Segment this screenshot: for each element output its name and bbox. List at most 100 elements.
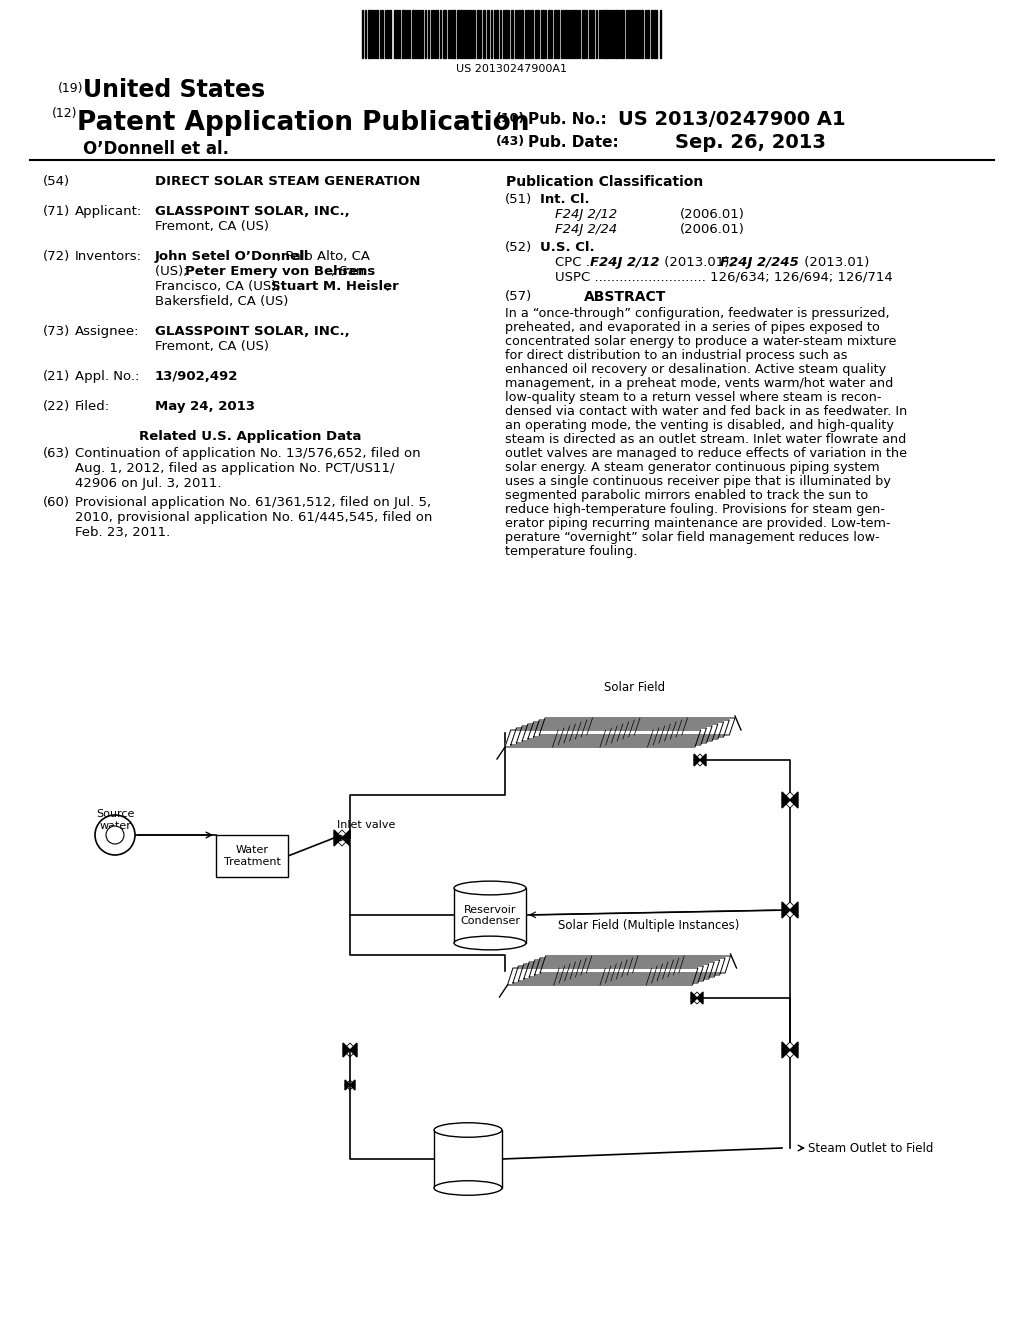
- Bar: [216, 836, 288, 876]
- Bar: [487, 11, 489, 58]
- Text: temperature fouling.: temperature fouling.: [505, 545, 638, 558]
- Polygon shape: [790, 1041, 798, 1059]
- Bar: [396, 11, 398, 58]
- Text: 13/902,492: 13/902,492: [155, 370, 239, 383]
- Text: low-quality steam to a return vessel where steam is recon-: low-quality steam to a return vessel whe…: [505, 391, 882, 404]
- Text: (60): (60): [43, 496, 70, 510]
- Bar: [574, 11, 575, 58]
- Text: 2010, provisional application No. 61/445,545, filed on: 2010, provisional application No. 61/445…: [75, 511, 432, 524]
- Text: (63): (63): [43, 447, 70, 459]
- Text: outlet valves are managed to reduce effects of variation in the: outlet valves are managed to reduce effe…: [505, 447, 907, 459]
- Bar: [443, 11, 446, 58]
- Circle shape: [106, 826, 124, 843]
- Text: Sep. 26, 2013: Sep. 26, 2013: [675, 133, 826, 152]
- Bar: [541, 11, 544, 58]
- Text: (2013.01);: (2013.01);: [660, 256, 738, 269]
- Bar: [452, 11, 455, 58]
- Bar: [592, 11, 594, 58]
- Ellipse shape: [454, 882, 526, 895]
- Text: 42906 on Jul. 3, 2011.: 42906 on Jul. 3, 2011.: [75, 477, 221, 490]
- Bar: [651, 11, 653, 58]
- Text: (2013.01): (2013.01): [800, 256, 869, 269]
- Bar: [606, 11, 608, 58]
- Text: F24J 2/12: F24J 2/12: [590, 256, 659, 269]
- Text: , San: , San: [331, 265, 365, 279]
- Text: In a “once-through” configuration, feedwater is pressurized,: In a “once-through” configuration, feedw…: [505, 308, 890, 319]
- Polygon shape: [513, 966, 703, 983]
- Text: GLASSPOINT SOLAR, INC.,: GLASSPOINT SOLAR, INC.,: [155, 325, 350, 338]
- Text: ABSTRACT: ABSTRACT: [584, 290, 667, 304]
- Text: United States: United States: [83, 78, 265, 102]
- Text: solar energy. A steam generator continuous piping system: solar energy. A steam generator continuo…: [505, 461, 880, 474]
- Text: Filed:: Filed:: [75, 400, 111, 413]
- Circle shape: [95, 814, 135, 855]
- Text: Related U.S. Application Data: Related U.S. Application Data: [139, 430, 361, 444]
- Text: (57): (57): [505, 290, 532, 304]
- Text: Aug. 1, 2012, filed as application No. PCT/US11/: Aug. 1, 2012, filed as application No. P…: [75, 462, 394, 475]
- Bar: [454, 888, 526, 942]
- Bar: [376, 11, 378, 58]
- Text: John Setel O’Donnell: John Setel O’Donnell: [155, 249, 309, 263]
- Text: preheated, and evaporated in a series of pipes exposed to: preheated, and evaporated in a series of…: [505, 321, 880, 334]
- Polygon shape: [790, 792, 798, 808]
- Text: Patent Application Publication: Patent Application Publication: [77, 110, 529, 136]
- Ellipse shape: [434, 1181, 502, 1195]
- Polygon shape: [524, 962, 714, 979]
- Text: (2006.01): (2006.01): [680, 223, 744, 236]
- Text: Source
water: Source water: [96, 809, 134, 830]
- Text: May 24, 2013: May 24, 2013: [155, 400, 255, 413]
- Polygon shape: [790, 902, 798, 917]
- Bar: [554, 11, 556, 58]
- Text: Fremont, CA (US): Fremont, CA (US): [155, 220, 269, 234]
- Polygon shape: [508, 968, 698, 985]
- Bar: [527, 11, 529, 58]
- Text: steam is directed as an outlet stream. Inlet water flowrate and: steam is directed as an outlet stream. I…: [505, 433, 906, 446]
- Bar: [496, 11, 498, 58]
- Text: F24J 2/24: F24J 2/24: [555, 223, 617, 236]
- Bar: [565, 11, 567, 58]
- Text: (12): (12): [52, 107, 78, 120]
- Text: Stuart M. Heisler: Stuart M. Heisler: [271, 280, 398, 293]
- Text: for direct distribution to an industrial process such as: for direct distribution to an industrial…: [505, 348, 848, 362]
- Bar: [603, 11, 605, 58]
- Text: perature “overnight” solar field management reduces low-: perature “overnight” solar field managem…: [505, 531, 880, 544]
- Bar: [635, 11, 637, 58]
- Text: Bakersfield, CA (US): Bakersfield, CA (US): [155, 294, 289, 308]
- Text: Inlet valve: Inlet valve: [337, 820, 395, 830]
- Polygon shape: [345, 1080, 350, 1090]
- Bar: [535, 11, 537, 58]
- Bar: [647, 11, 649, 58]
- Polygon shape: [343, 1043, 350, 1057]
- Text: an operating mode, the venting is disabled, and high-quality: an operating mode, the venting is disabl…: [505, 418, 894, 432]
- Polygon shape: [527, 722, 724, 739]
- Text: Pub. Date:: Pub. Date:: [528, 135, 618, 150]
- Text: Appl. No.:: Appl. No.:: [75, 370, 139, 383]
- Bar: [589, 11, 591, 58]
- Text: concentrated solar energy to produce a water-steam mixture: concentrated solar energy to produce a w…: [505, 335, 896, 348]
- Text: (22): (22): [43, 400, 71, 413]
- Text: F24J 2/245: F24J 2/245: [720, 256, 799, 269]
- Bar: [622, 11, 624, 58]
- Polygon shape: [700, 754, 706, 766]
- Text: (US);: (US);: [155, 265, 191, 279]
- Bar: [402, 11, 404, 58]
- Bar: [477, 11, 479, 58]
- Text: Provisional application No. 61/361,512, filed on Jul. 5,: Provisional application No. 61/361,512, …: [75, 496, 431, 510]
- Text: U.S. Cl.: U.S. Cl.: [540, 242, 595, 253]
- Text: (73): (73): [43, 325, 71, 338]
- Text: Reservoir
Condenser: Reservoir Condenser: [460, 904, 520, 927]
- Bar: [419, 11, 421, 58]
- Polygon shape: [540, 718, 735, 735]
- Text: USPC ........................... 126/634; 126/694; 126/714: USPC ........................... 126/634…: [555, 271, 893, 284]
- Bar: [638, 11, 640, 58]
- Text: uses a single continuous receiver pipe that is illuminated by: uses a single continuous receiver pipe t…: [505, 475, 891, 488]
- Bar: [557, 11, 559, 58]
- Text: densed via contact with water and fed back in as feedwater. In: densed via contact with water and fed ba…: [505, 405, 907, 418]
- Text: (2006.01): (2006.01): [680, 209, 744, 220]
- Bar: [368, 11, 371, 58]
- Bar: [654, 11, 657, 58]
- Ellipse shape: [454, 936, 526, 950]
- Text: (51): (51): [505, 193, 532, 206]
- Text: (43): (43): [496, 135, 525, 148]
- Bar: [505, 11, 507, 58]
